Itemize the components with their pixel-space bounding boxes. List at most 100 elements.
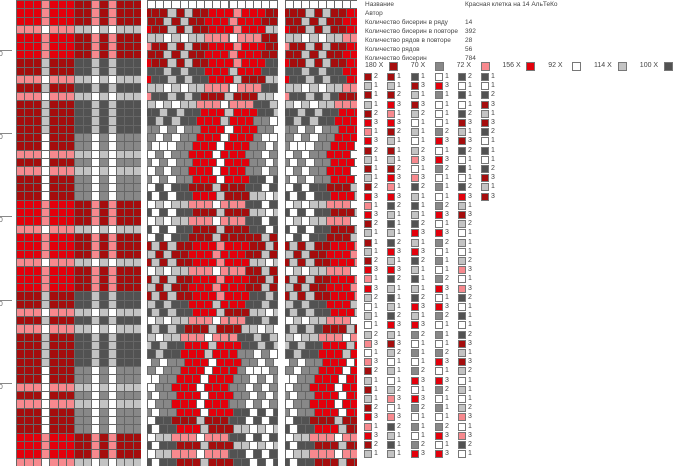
color-swatch: [387, 404, 395, 413]
bead-count: 1: [445, 293, 449, 301]
bead-count: 3: [445, 284, 449, 292]
bead-count: 3: [445, 211, 449, 218]
bead-count: 3: [445, 137, 449, 145]
color-swatch: [364, 321, 372, 330]
color-swatch: [387, 183, 395, 192]
palette-item[interactable]: 100 X: [639, 62, 673, 71]
color-swatch: [481, 146, 489, 155]
color-swatch: [411, 321, 419, 330]
axis-label: 50: [0, 51, 3, 58]
color-swatch: [411, 247, 419, 256]
color-swatch: [411, 82, 419, 91]
bead-count: 2: [445, 422, 449, 430]
palette-item[interactable]: 92 X: [548, 62, 582, 71]
palette-item[interactable]: 156 X: [502, 62, 536, 71]
color-swatch: [387, 358, 395, 367]
bead-count: 2: [397, 165, 401, 172]
color-swatch[interactable]: [618, 62, 627, 71]
bead-count: 3: [421, 303, 425, 310]
palette-count: 100 X: [639, 62, 659, 69]
bead-count: 1: [397, 367, 401, 375]
bead-count: 3: [397, 247, 401, 255]
bead-count: 3: [374, 431, 378, 439]
color-swatch: [411, 404, 419, 413]
color-swatch[interactable]: [663, 62, 673, 71]
color-swatch: [435, 441, 443, 449]
bead-count: 2: [397, 385, 401, 393]
color-swatch[interactable]: [389, 62, 398, 71]
bead-count: 1: [445, 330, 449, 338]
color-swatch: [435, 183, 443, 192]
color-swatch: [364, 330, 372, 339]
color-swatch: [458, 275, 466, 284]
color-swatch: [387, 395, 395, 403]
bead-count: 3: [468, 431, 472, 439]
color-swatch: [411, 266, 419, 275]
color-swatch: [435, 238, 443, 247]
bead-count: 2: [374, 109, 378, 117]
color-swatch: [435, 137, 443, 146]
color-swatch: [387, 367, 395, 376]
bead-count: 3: [397, 339, 401, 347]
color-swatch: [364, 385, 372, 394]
info-row: Количество бисерин 784: [365, 55, 476, 62]
color-swatch[interactable]: [480, 62, 490, 71]
color-swatch: [387, 413, 395, 422]
bead-count: 3: [445, 82, 449, 90]
bead-count: 1: [397, 229, 401, 237]
color-swatch[interactable]: [572, 62, 582, 71]
bead-count: 1: [421, 238, 425, 246]
bead-count: 3: [468, 284, 472, 292]
color-swatch: [387, 146, 395, 155]
bead-count: 1: [374, 165, 378, 172]
color-swatch: [435, 284, 443, 293]
color-swatch: [435, 339, 443, 348]
bead-count: 1: [468, 100, 472, 108]
bead-count: 2: [468, 146, 472, 154]
color-swatch: [458, 91, 466, 100]
bead-count: 1: [421, 349, 425, 356]
color-swatch: [364, 119, 372, 127]
bead-count: 3: [468, 119, 472, 126]
color-swatch: [458, 247, 466, 256]
bead-count: 3: [374, 339, 378, 347]
color-swatch[interactable]: [526, 62, 536, 71]
palette-item[interactable]: 72 X: [457, 62, 490, 71]
info-label: Название: [365, 1, 395, 8]
color-swatch: [387, 257, 395, 265]
color-swatch: [387, 91, 395, 100]
palette-item[interactable]: 114 X: [594, 62, 627, 71]
color-swatch: [364, 275, 372, 284]
bead-count: 1: [374, 229, 378, 237]
color-swatch: [411, 146, 419, 155]
color-swatch: [481, 109, 489, 118]
color-swatch: [364, 450, 372, 459]
bead-count: 1: [421, 275, 425, 283]
bead-count: 2: [491, 128, 495, 136]
bead-count: 1: [397, 183, 401, 191]
bead-count: 2: [374, 73, 378, 80]
color-swatch: [435, 395, 443, 403]
palette-item[interactable]: 70 X: [411, 62, 444, 71]
bead-count: 1: [445, 339, 449, 347]
color-swatch: [458, 339, 466, 348]
bead-count: 2: [374, 404, 378, 412]
color-swatch: [458, 119, 466, 127]
bead-count: 1: [445, 73, 449, 80]
bead-count: 3: [445, 450, 449, 458]
color-swatch: [435, 367, 443, 376]
color-swatch: [435, 266, 443, 275]
color-swatch: [387, 201, 395, 210]
color-swatch: [364, 220, 372, 229]
bead-count: 2: [468, 330, 472, 338]
info-value: 392: [465, 28, 476, 35]
color-swatch: [458, 404, 466, 413]
palette-item[interactable]: 180 X: [365, 62, 398, 71]
bead-count: 1: [468, 395, 472, 402]
color-swatch: [458, 229, 466, 238]
bead-count: 1: [445, 321, 449, 329]
axis-tick: [0, 299, 12, 301]
axis-label: 40: [0, 134, 3, 142]
color-swatch[interactable]: [434, 62, 444, 71]
bead-count: 2: [397, 275, 401, 283]
